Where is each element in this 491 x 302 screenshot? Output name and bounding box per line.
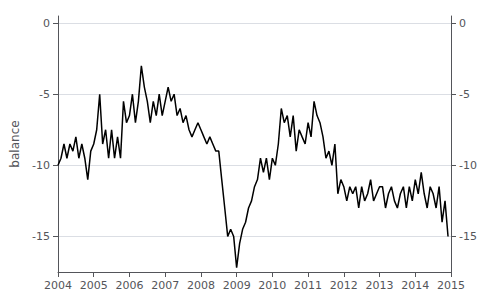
svg-text:2008: 2008 bbox=[187, 279, 215, 292]
svg-text:-5: -5 bbox=[39, 88, 50, 101]
svg-text:-15: -15 bbox=[32, 230, 50, 243]
svg-text:0: 0 bbox=[43, 17, 50, 30]
svg-text:-10: -10 bbox=[459, 159, 477, 172]
svg-text:balance: balance bbox=[8, 120, 22, 167]
svg-text:-5: -5 bbox=[459, 88, 470, 101]
svg-text:2005: 2005 bbox=[80, 279, 108, 292]
svg-text:2015: 2015 bbox=[437, 279, 465, 292]
svg-text:2014: 2014 bbox=[401, 279, 429, 292]
svg-text:2011: 2011 bbox=[294, 279, 322, 292]
svg-text:0: 0 bbox=[459, 17, 466, 30]
svg-text:-15: -15 bbox=[459, 230, 477, 243]
svg-text:2010: 2010 bbox=[258, 279, 286, 292]
svg-text:-10: -10 bbox=[32, 159, 50, 172]
svg-text:2013: 2013 bbox=[366, 279, 394, 292]
svg-text:2009: 2009 bbox=[223, 279, 251, 292]
svg-text:2012: 2012 bbox=[330, 279, 358, 292]
svg-text:2007: 2007 bbox=[151, 279, 179, 292]
svg-text:2006: 2006 bbox=[115, 279, 143, 292]
svg-text:2004: 2004 bbox=[44, 279, 72, 292]
